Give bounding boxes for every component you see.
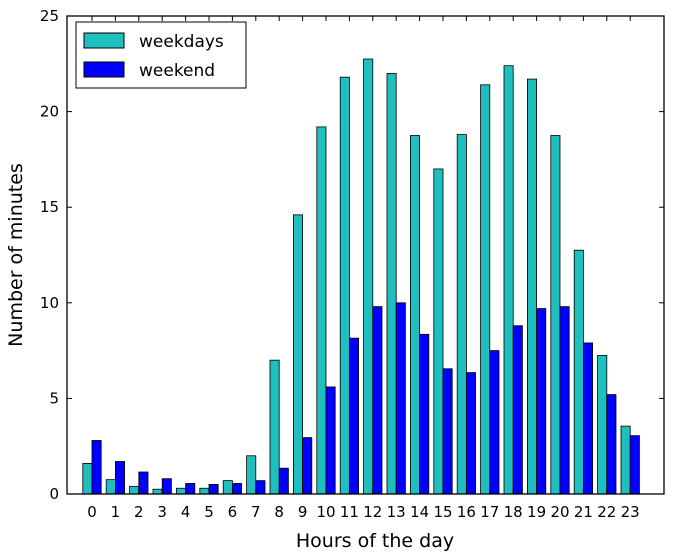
- y-axis-title: Number of minutes: [5, 163, 27, 347]
- x-tick-label-16: 16: [457, 503, 476, 521]
- bar-weekend-19: [537, 309, 546, 494]
- bar-weekend-8: [279, 468, 288, 494]
- y-tick-label-10: 10: [40, 294, 59, 312]
- x-tick-label-23: 23: [621, 503, 640, 521]
- x-tick-label-0: 0: [87, 503, 97, 521]
- bar-weekend-13: [396, 303, 405, 494]
- bar-weekend-0: [92, 440, 101, 494]
- bar-weekend-22: [607, 395, 616, 494]
- bar-weekend-23: [630, 436, 639, 494]
- bar-weekend-1: [115, 462, 124, 495]
- bar-weekdays-19: [527, 79, 536, 494]
- x-tick-label-19: 19: [527, 503, 546, 521]
- bar-weekend-4: [186, 483, 195, 494]
- x-tick-label-7: 7: [251, 503, 261, 521]
- x-tick-label-21: 21: [574, 503, 593, 521]
- bars: [83, 59, 640, 494]
- x-tick-label-2: 2: [134, 503, 144, 521]
- bar-weekend-20: [560, 307, 569, 494]
- bar-weekdays-23: [621, 426, 630, 494]
- x-tick-label-10: 10: [316, 503, 335, 521]
- x-tick-label-5: 5: [204, 503, 214, 521]
- legend-label-weekend: weekend: [139, 61, 215, 81]
- bar-weekdays-13: [387, 73, 396, 494]
- bar-weekdays-3: [153, 489, 162, 494]
- bar-weekend-15: [443, 369, 452, 494]
- x-tick-label-9: 9: [298, 503, 308, 521]
- bar-weekend-3: [162, 479, 171, 494]
- bar-weekdays-22: [598, 355, 607, 494]
- y-tick-label-25: 25: [40, 7, 59, 25]
- bar-weekdays-2: [130, 486, 139, 494]
- bar-weekend-17: [490, 351, 499, 494]
- bar-weekdays-7: [247, 456, 256, 494]
- x-tick-label-8: 8: [274, 503, 284, 521]
- legend-swatch-weekdays: [84, 33, 124, 48]
- x-tick-label-20: 20: [550, 503, 569, 521]
- bar-weekend-21: [583, 343, 592, 494]
- legend-label-weekdays: weekdays: [139, 32, 224, 52]
- bar-weekdays-16: [457, 135, 466, 494]
- x-tick-label-13: 13: [387, 503, 406, 521]
- x-tick-label-4: 4: [181, 503, 191, 521]
- bar-weekend-18: [513, 326, 522, 494]
- x-tick-label-1: 1: [111, 503, 121, 521]
- bar-weekend-7: [256, 481, 265, 494]
- bar-weekdays-14: [410, 136, 419, 495]
- x-tick-label-12: 12: [363, 503, 382, 521]
- bar-weekend-12: [373, 307, 382, 494]
- bar-weekend-10: [326, 387, 335, 494]
- bar-weekdays-9: [293, 215, 302, 494]
- bar-weekdays-17: [481, 85, 490, 494]
- bar-weekdays-12: [364, 59, 373, 494]
- x-tick-label-11: 11: [340, 503, 359, 521]
- x-tick-label-17: 17: [480, 503, 499, 521]
- bar-weekdays-21: [574, 250, 583, 494]
- bar-weekend-2: [139, 472, 148, 494]
- legend-swatch-weekend: [84, 62, 124, 77]
- bar-weekdays-0: [83, 463, 92, 494]
- bar-weekend-6: [232, 483, 241, 494]
- y-tick-label-0: 0: [49, 485, 59, 503]
- bar-weekdays-15: [434, 169, 443, 494]
- bar-weekdays-20: [551, 136, 560, 495]
- bar-weekdays-10: [317, 127, 326, 494]
- bar-weekdays-8: [270, 360, 279, 494]
- x-tick-label-15: 15: [433, 503, 452, 521]
- legend: weekdays weekend: [76, 22, 246, 88]
- y-tick-label-15: 15: [40, 198, 59, 216]
- bar-weekdays-11: [340, 77, 349, 494]
- bar-weekdays-6: [223, 481, 232, 494]
- bar-weekdays-5: [200, 488, 209, 494]
- x-tick-label-22: 22: [597, 503, 616, 521]
- bar-weekdays-4: [176, 488, 185, 494]
- bar-weekend-16: [466, 373, 475, 494]
- x-tick-label-6: 6: [228, 503, 238, 521]
- y-tick-label-20: 20: [40, 103, 59, 121]
- x-tick-label-3: 3: [157, 503, 167, 521]
- x-tick-label-18: 18: [504, 503, 523, 521]
- bar-weekdays-18: [504, 66, 513, 494]
- bar-weekend-5: [209, 484, 218, 494]
- bar-weekend-14: [420, 334, 429, 494]
- bar-weekend-9: [303, 438, 312, 494]
- x-tick-label-14: 14: [410, 503, 429, 521]
- x-axis-title: Hours of the day: [296, 530, 454, 552]
- bar-weekend-11: [349, 338, 358, 494]
- y-tick-label-5: 5: [49, 389, 59, 407]
- bar-weekdays-1: [106, 480, 115, 494]
